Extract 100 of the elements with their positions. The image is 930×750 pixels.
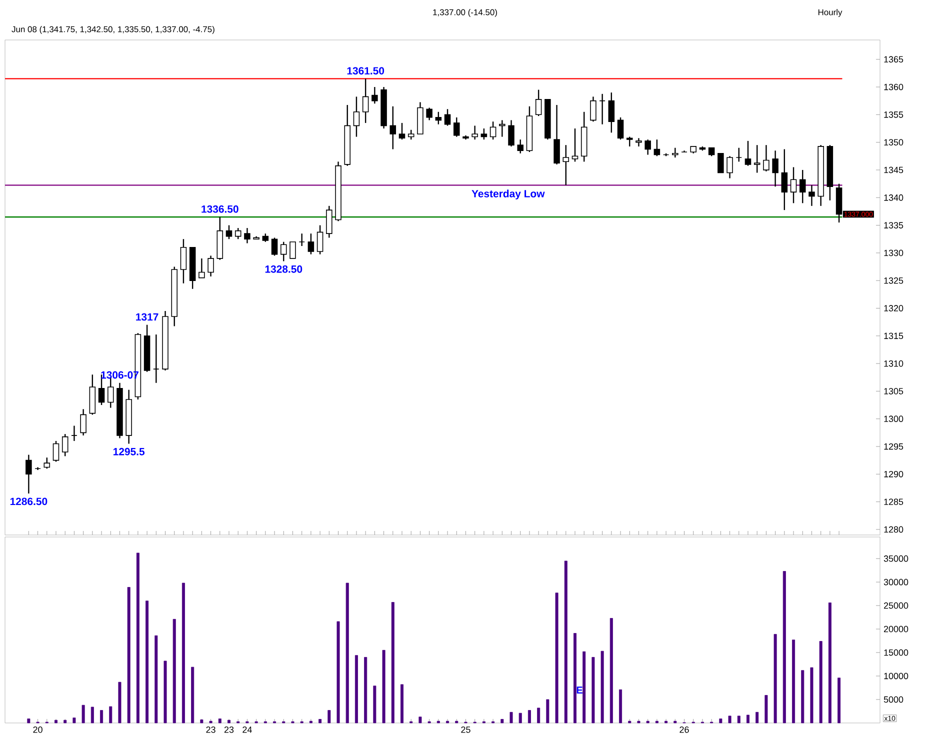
candlestick — [744, 140, 752, 166]
candlestick — [390, 106, 396, 150]
bar — [801, 670, 804, 724]
candlestick — [672, 147, 678, 158]
bar — [582, 651, 586, 724]
bar — [828, 602, 832, 724]
candlestick — [290, 241, 296, 259]
candlestick — [480, 128, 488, 140]
chart-subtitle: Hourly — [818, 9, 842, 17]
annotation: 1317 — [136, 313, 158, 321]
annotation: 1295.5 — [113, 448, 145, 456]
y-tick-label: 1300 — [884, 416, 904, 422]
candlestick — [398, 122, 406, 140]
bar — [364, 657, 368, 724]
bar — [90, 706, 94, 724]
bar — [564, 560, 568, 724]
y-tick-label: 10000 — [884, 672, 908, 680]
bar — [373, 686, 376, 724]
y-tick-label: 1320 — [884, 305, 904, 312]
bar — [819, 641, 822, 724]
bar — [82, 704, 85, 724]
candlestick — [308, 232, 314, 255]
candlestick — [280, 241, 287, 262]
bar — [382, 650, 386, 724]
candlestick — [763, 144, 770, 172]
candlestick — [71, 425, 78, 442]
bar — [838, 678, 841, 724]
bar — [418, 716, 422, 724]
candlestick — [316, 224, 324, 255]
candlestick — [644, 138, 651, 156]
bar — [64, 720, 67, 724]
candlestick — [353, 96, 360, 138]
annotation: 1328.50 — [265, 265, 302, 273]
candlestick — [626, 136, 633, 148]
candlestick — [153, 334, 160, 384]
y-tick-label: 1355 — [884, 111, 904, 118]
candlestick — [34, 466, 41, 471]
bar — [54, 720, 58, 724]
candlestick — [52, 440, 60, 462]
candlestick — [499, 120, 506, 138]
bar — [118, 682, 122, 724]
y-tick-label: 1365 — [884, 56, 904, 63]
bar — [510, 712, 513, 724]
candlestick — [808, 184, 815, 207]
candlestick — [198, 258, 205, 278]
bar — [810, 667, 814, 724]
candlestick — [562, 144, 570, 186]
candlestick — [26, 454, 32, 494]
bar — [328, 710, 331, 724]
x-tick-label: 24 — [242, 726, 252, 733]
bar — [354, 655, 358, 724]
x-tick-label: 20 — [33, 726, 42, 733]
candlestick — [62, 433, 68, 457]
candlestick — [590, 96, 596, 122]
bar — [228, 720, 230, 724]
y-tick-label: 1325 — [884, 277, 904, 284]
bar — [336, 621, 340, 724]
text: 1,337.00 (-14.50) — [433, 9, 497, 17]
bar — [391, 602, 394, 724]
candlestick — [234, 227, 242, 240]
candlestick — [599, 93, 606, 125]
candlestick — [372, 86, 378, 104]
candlestick — [608, 92, 615, 134]
bar — [200, 720, 204, 724]
bar — [146, 600, 149, 724]
candlestick — [271, 237, 278, 256]
bar — [127, 587, 130, 724]
bar — [592, 657, 595, 724]
candlestick — [298, 232, 305, 247]
candlestick — [44, 456, 50, 470]
candlestick — [244, 227, 250, 244]
bar — [164, 660, 167, 724]
candlestick — [408, 129, 414, 140]
bar — [600, 650, 604, 724]
bar — [154, 635, 158, 724]
y-tick-label: 1310 — [884, 360, 904, 367]
y-tick-label: 1295 — [884, 443, 904, 450]
bar — [537, 708, 540, 724]
bar — [27, 718, 30, 724]
y-tick-label: 1280 — [884, 526, 904, 533]
candlestick — [517, 138, 524, 154]
bar — [728, 716, 732, 724]
candlestick — [444, 108, 451, 126]
candlestick — [726, 156, 733, 179]
y-tick-label: 1345 — [884, 166, 904, 174]
bar — [610, 618, 613, 724]
y-tick-label: 1290 — [884, 470, 904, 478]
y-tick-label: 1360 — [884, 84, 904, 90]
candlestick — [772, 150, 778, 188]
annotation: 1336.50 — [202, 205, 238, 213]
annotation: 1286.50 — [10, 498, 48, 506]
candlestick — [535, 89, 542, 117]
candlestick — [636, 138, 642, 148]
candlestick — [799, 169, 806, 204]
bar — [619, 689, 622, 724]
candlestick — [80, 408, 86, 436]
candlestick — [654, 138, 660, 157]
bar — [136, 552, 140, 724]
bar — [546, 699, 550, 724]
annotation: E — [576, 686, 582, 694]
